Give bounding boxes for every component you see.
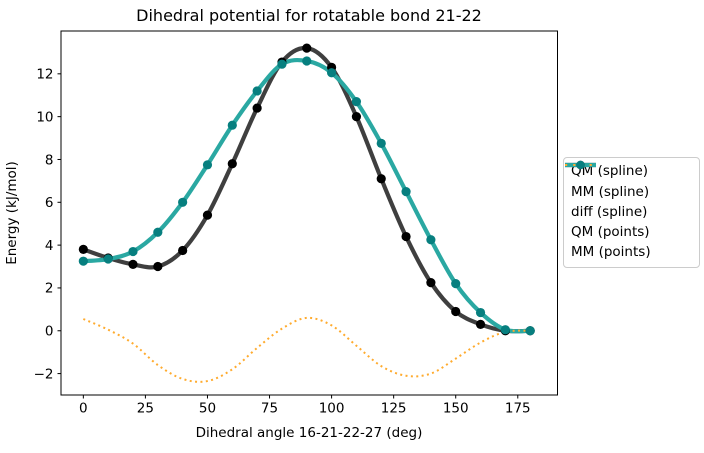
x-tick-label-175: 175 [505,401,531,417]
legend-label: QM (points) [571,223,650,240]
series-layer [78,43,535,383]
data-point [326,68,337,78]
data-point [376,174,386,184]
legend-label: MM (spline) [571,183,650,200]
data-point [103,254,113,264]
data-point [376,138,386,149]
y-tick-label-0: 0 [45,324,54,340]
data-point [525,326,535,336]
legend: QM (spline) MM (spline) diff (spline) QM (p… [563,157,700,268]
data-point [500,325,510,335]
x-axis-label: Dihedral angle 16-21-22-27 (deg) [196,425,423,441]
data-point [351,97,362,107]
data-point [252,103,262,113]
data-point [128,259,138,269]
data-point [227,120,237,130]
x-tick-label-75: 75 [261,401,278,417]
legend-label: QM (spline) [571,163,649,180]
series-line-diff-spline [82,316,531,383]
chart-title: Dihedral potential for rotatable bond 21… [136,6,482,25]
data-point [78,244,88,254]
data-point [451,279,461,289]
data-point [227,159,237,169]
legend-label: diff (spline) [571,203,648,220]
data-point [202,210,213,220]
legend-item-qm-points: QM (points) [571,160,692,243]
x-tick-label-125: 125 [381,401,407,417]
data-point [475,319,486,329]
y-tick-label-12: 12 [36,67,53,83]
y-tick-label-10: 10 [36,109,53,125]
data-point [401,186,411,197]
x-tick-label-0: 0 [79,401,88,417]
data-point [302,56,312,66]
data-point [178,197,188,207]
x-tick-label-150: 150 [443,401,469,417]
data-point [178,245,188,256]
legend-sample-diff-spline [565,164,596,166]
y-tick-label-8: 8 [45,152,54,168]
data-point [351,112,362,122]
data-point [475,307,486,318]
y-tick-label-6: 6 [45,195,54,211]
data-point [78,256,88,266]
data-point [153,261,163,272]
y-tick-label-2: 2 [45,281,54,297]
y-tick-label--2: −2 [34,366,54,382]
legend-item-mm-points: MM (points) [571,160,692,263]
legend-point-swatch [576,160,585,170]
data-point [128,246,138,257]
axis-layer: 0 25 50 75 100 125 150 175 −2 0 2 4 6 8 10 12 [34,67,531,417]
data-point [426,277,436,288]
legend-sample-mm-points [576,160,585,170]
y-axis-label: Energy (kJ/mol) [4,161,20,265]
series-points-mm-points [78,56,535,336]
y-tick-label-4: 4 [45,238,54,254]
data-point [426,235,436,245]
legend-item-diff-spline: diff (spline) [565,164,692,222]
x-tick-label-50: 50 [199,401,216,417]
legend-label: MM (points) [571,244,651,261]
data-point [202,160,213,170]
data-point [451,306,461,317]
plot-border [60,30,558,396]
x-tick-label-100: 100 [319,401,345,417]
data-point [302,43,312,53]
data-point [277,59,287,69]
data-point [252,86,262,96]
legend-item-mm-spline: MM (spline) [565,162,692,202]
x-tick-label-25: 25 [137,401,154,417]
data-point [153,227,163,237]
data-point [401,231,411,242]
plot-area [61,31,558,395]
